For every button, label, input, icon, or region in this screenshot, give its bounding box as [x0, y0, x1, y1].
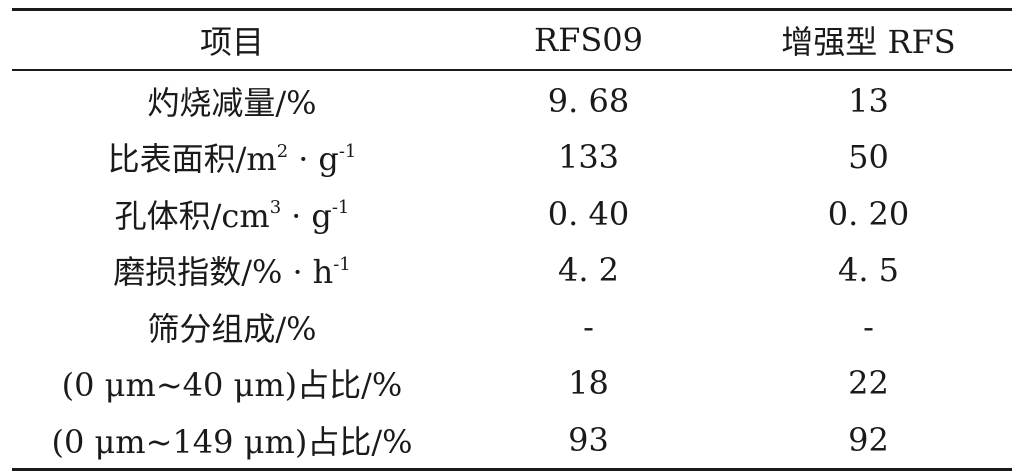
table-row: 筛分组成/% - - — [12, 299, 1012, 356]
row-label: 磨损指数/% · h-1 — [113, 253, 351, 292]
row-rfs09-value: - — [583, 307, 594, 346]
row-label: (0 μm~40 μm)占比/% — [61, 366, 403, 405]
row-label: 比表面积/m2 · g-1 — [107, 140, 357, 179]
header-row: 项目 RFS09 增强型 RFS — [12, 11, 1012, 69]
header-item: 项目 — [199, 23, 264, 61]
row-enhanced-value: 50 — [848, 138, 889, 177]
row-label: 孔体积/cm3 · g-1 — [114, 196, 350, 235]
row-enhanced-value: 4. 5 — [837, 251, 900, 290]
table-row: 灼烧减量/% 9. 68 13 — [12, 71, 1012, 130]
table-row: (0 μm~40 μm)占比/% 18 22 — [12, 355, 1012, 412]
row-rfs09-value: 18 — [568, 364, 609, 403]
properties-table: 项目 RFS09 增强型 RFS 灼烧减量/% 9. 68 13 比表面积/m2… — [12, 8, 1012, 471]
row-label: 灼烧减量/% — [147, 83, 317, 122]
row-rfs09-value: 0. 40 — [547, 194, 630, 233]
data-table-body: 灼烧减量/% 9. 68 13 比表面积/m2 · g-1 133 50 孔体积/c… — [12, 71, 1012, 469]
table-row: (0 μm~149 μm)占比/% 93 92 — [12, 412, 1012, 469]
row-enhanced-value: 92 — [848, 420, 889, 459]
data-table: 项目 RFS09 增强型 RFS — [12, 11, 1012, 69]
row-rfs09-value: 4. 2 — [557, 251, 620, 290]
row-label: 筛分组成/% — [147, 309, 317, 348]
row-enhanced-value: 22 — [848, 364, 889, 403]
row-enhanced-value: 0. 20 — [827, 194, 910, 233]
row-rfs09-value: 133 — [557, 138, 620, 177]
row-rfs09-value: 93 — [568, 420, 609, 459]
row-enhanced-value: - — [863, 307, 874, 346]
table-top-rule — [12, 8, 1012, 11]
table-row: 磨损指数/% · h-1 4. 2 4. 5 — [12, 242, 1012, 299]
row-label: (0 μm~149 μm)占比/% — [51, 422, 413, 461]
row-rfs09-value: 9. 68 — [547, 81, 630, 120]
header-rfs09: RFS09 — [534, 21, 643, 59]
row-enhanced-value: 13 — [848, 81, 889, 120]
table-row: 比表面积/m2 · g-1 133 50 — [12, 129, 1012, 186]
table-row: 孔体积/cm3 · g-1 0. 40 0. 20 — [12, 186, 1012, 243]
header-enhanced-rfs: 增强型 RFS — [781, 23, 956, 61]
table-header-rule — [12, 69, 1012, 71]
